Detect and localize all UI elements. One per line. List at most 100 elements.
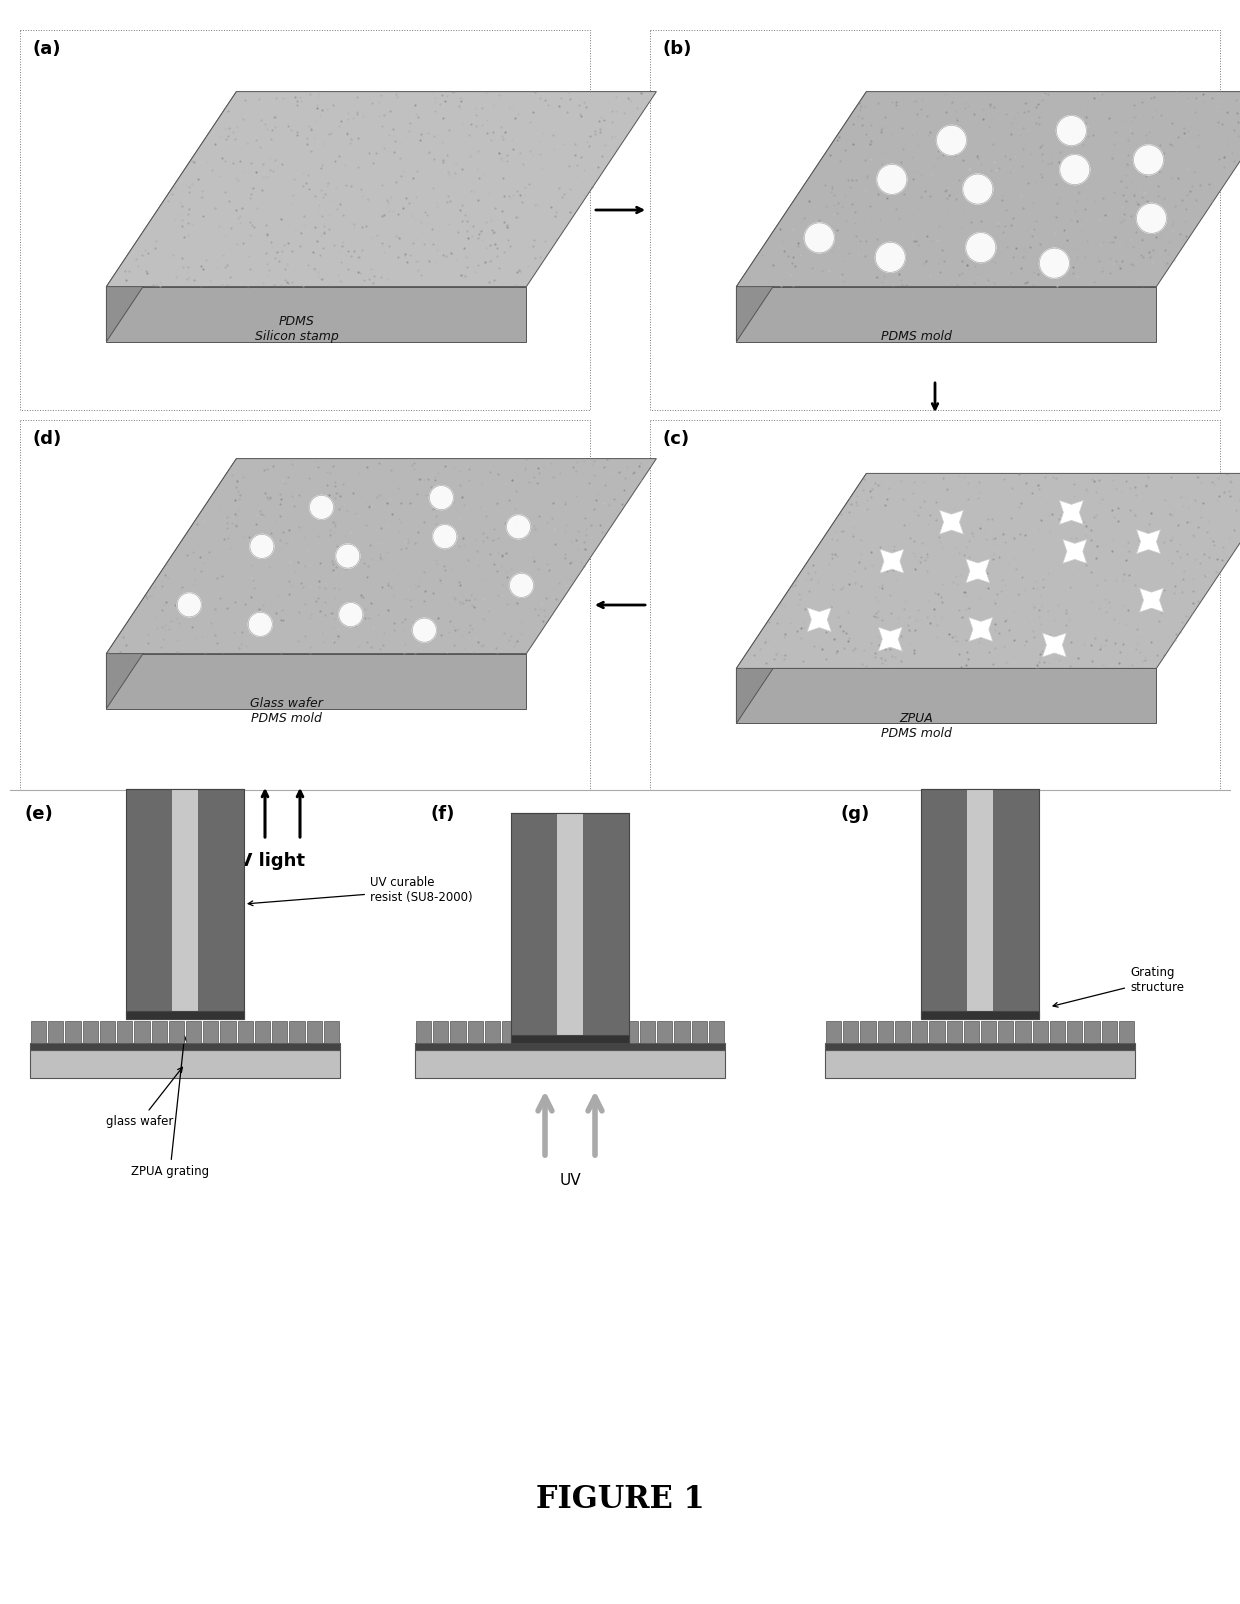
FancyBboxPatch shape (657, 1022, 672, 1043)
FancyBboxPatch shape (1118, 1022, 1135, 1043)
FancyBboxPatch shape (967, 789, 993, 1019)
Polygon shape (107, 459, 656, 653)
Text: FIGURE 1: FIGURE 1 (536, 1484, 704, 1516)
Polygon shape (1059, 500, 1084, 525)
Text: Silicon stamp: Silicon stamp (254, 330, 339, 343)
Polygon shape (807, 608, 831, 632)
FancyBboxPatch shape (485, 1022, 500, 1043)
FancyBboxPatch shape (415, 1043, 725, 1051)
Polygon shape (1043, 634, 1066, 658)
Polygon shape (107, 653, 527, 709)
FancyBboxPatch shape (126, 1011, 244, 1019)
FancyBboxPatch shape (825, 1043, 1135, 1051)
FancyBboxPatch shape (537, 1022, 552, 1043)
FancyBboxPatch shape (48, 1022, 63, 1043)
Polygon shape (107, 459, 237, 709)
Text: ZPUA: ZPUA (899, 712, 934, 725)
FancyBboxPatch shape (467, 1022, 482, 1043)
FancyBboxPatch shape (1033, 1022, 1048, 1043)
FancyBboxPatch shape (117, 1022, 133, 1043)
Circle shape (1133, 144, 1163, 175)
Text: PDMS mold: PDMS mold (250, 712, 322, 725)
FancyBboxPatch shape (306, 1022, 321, 1043)
Polygon shape (737, 669, 1157, 723)
Circle shape (962, 175, 993, 204)
Text: Grating
structure: Grating structure (1053, 966, 1184, 1007)
Circle shape (310, 496, 334, 520)
FancyBboxPatch shape (134, 1022, 150, 1043)
Text: ZPUA grating: ZPUA grating (131, 1036, 210, 1177)
FancyBboxPatch shape (272, 1022, 288, 1043)
FancyBboxPatch shape (998, 1022, 1013, 1043)
FancyBboxPatch shape (878, 1022, 893, 1043)
FancyBboxPatch shape (1016, 1022, 1030, 1043)
FancyBboxPatch shape (31, 1022, 46, 1043)
Polygon shape (107, 91, 656, 287)
FancyBboxPatch shape (66, 1022, 81, 1043)
Text: UV curable
resist (SU8-2000): UV curable resist (SU8-2000) (248, 876, 472, 906)
Polygon shape (878, 627, 903, 651)
Polygon shape (966, 558, 990, 582)
FancyBboxPatch shape (1050, 1022, 1065, 1043)
Polygon shape (968, 618, 993, 642)
FancyBboxPatch shape (172, 789, 198, 1019)
FancyBboxPatch shape (843, 1022, 858, 1043)
FancyBboxPatch shape (289, 1022, 305, 1043)
Text: (g): (g) (839, 805, 869, 823)
FancyBboxPatch shape (30, 1051, 340, 1078)
FancyBboxPatch shape (511, 813, 629, 1043)
FancyBboxPatch shape (861, 1022, 875, 1043)
FancyBboxPatch shape (100, 1022, 115, 1043)
FancyBboxPatch shape (554, 1022, 569, 1043)
Circle shape (429, 486, 454, 510)
Polygon shape (880, 549, 904, 573)
FancyBboxPatch shape (921, 1011, 1039, 1019)
Circle shape (510, 573, 533, 597)
FancyBboxPatch shape (502, 1022, 517, 1043)
Polygon shape (737, 91, 867, 342)
FancyBboxPatch shape (588, 1022, 604, 1043)
Circle shape (339, 603, 363, 627)
FancyBboxPatch shape (1101, 1022, 1117, 1043)
Text: PDMS: PDMS (279, 314, 314, 329)
Circle shape (1056, 115, 1086, 146)
FancyBboxPatch shape (255, 1022, 270, 1043)
FancyBboxPatch shape (450, 1022, 466, 1043)
FancyBboxPatch shape (203, 1022, 218, 1043)
FancyBboxPatch shape (433, 1022, 449, 1043)
FancyBboxPatch shape (825, 1051, 1135, 1078)
Circle shape (877, 164, 906, 194)
FancyBboxPatch shape (692, 1022, 707, 1043)
Text: Glass wafer: Glass wafer (250, 698, 322, 711)
Polygon shape (737, 473, 867, 723)
FancyBboxPatch shape (557, 813, 583, 1043)
Polygon shape (1137, 529, 1161, 553)
Polygon shape (737, 91, 1240, 287)
FancyBboxPatch shape (151, 1022, 166, 1043)
FancyBboxPatch shape (895, 1022, 910, 1043)
Text: PDMS mold: PDMS mold (880, 727, 952, 739)
Circle shape (966, 233, 996, 263)
FancyBboxPatch shape (415, 1051, 725, 1078)
FancyBboxPatch shape (640, 1022, 655, 1043)
FancyBboxPatch shape (921, 789, 1039, 1019)
Polygon shape (1140, 589, 1163, 613)
Text: (d): (d) (32, 430, 61, 448)
Circle shape (805, 223, 835, 253)
Circle shape (250, 534, 274, 558)
FancyBboxPatch shape (826, 1022, 841, 1043)
Polygon shape (737, 287, 1157, 342)
FancyBboxPatch shape (913, 1022, 928, 1043)
Text: UV: UV (559, 1173, 580, 1189)
FancyBboxPatch shape (511, 1035, 629, 1043)
FancyBboxPatch shape (186, 1022, 201, 1043)
Circle shape (248, 613, 273, 637)
FancyBboxPatch shape (126, 789, 244, 1019)
Polygon shape (940, 510, 963, 534)
Circle shape (506, 515, 531, 539)
FancyBboxPatch shape (981, 1022, 996, 1043)
Circle shape (1137, 204, 1167, 233)
FancyBboxPatch shape (963, 1022, 980, 1043)
FancyBboxPatch shape (929, 1022, 945, 1043)
Text: PDMS mold: PDMS mold (880, 330, 952, 343)
